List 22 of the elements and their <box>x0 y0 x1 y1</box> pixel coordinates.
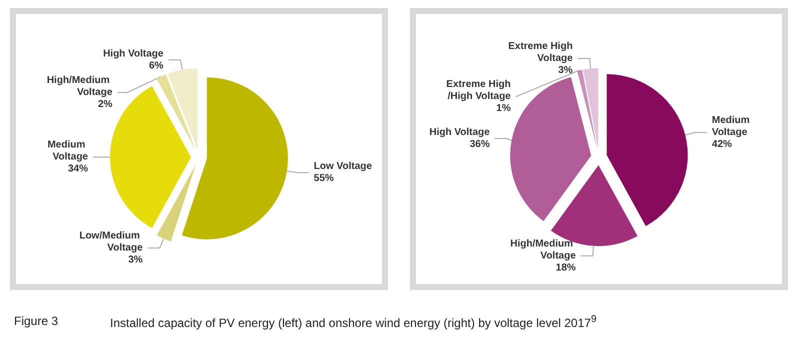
slice-label: Extreme High/High Voltage <box>446 79 512 102</box>
text: Installed capacity of PV energy (left) and onshore wind energy (right) by voltage level 2017$^{9}$ <box>110 314 596 330</box>
slice-label: Low Voltage <box>314 161 372 172</box>
data-label: 36% <box>470 139 490 150</box>
data-label: 2% <box>98 98 113 110</box>
caption: Figure 3 <box>14 314 60 330</box>
data-label: 34% <box>68 164 88 175</box>
data-label: 3% <box>128 254 143 266</box>
data-label: 6% <box>148 60 164 72</box>
data-label: 3% <box>558 65 573 76</box>
slice-label: Extreme High Voltage <box>508 41 574 64</box>
slice-label: High Voltage <box>103 48 164 60</box>
slice-label: High/Medium Voltage <box>46 74 113 98</box>
slice-label: Medium Voltage <box>47 140 88 163</box>
data-label: 1% <box>496 103 511 114</box>
slice-label: Low/Medium Voltage <box>79 230 144 254</box>
data-label: 55% <box>314 173 334 184</box>
data-label: 18% <box>556 262 576 274</box>
slice-label: High/Medium Voltage <box>510 238 576 262</box>
slice-label: Medium Voltage <box>712 114 752 138</box>
slice-label: High Voltage <box>429 127 490 138</box>
data-label: 42% <box>712 138 732 150</box>
